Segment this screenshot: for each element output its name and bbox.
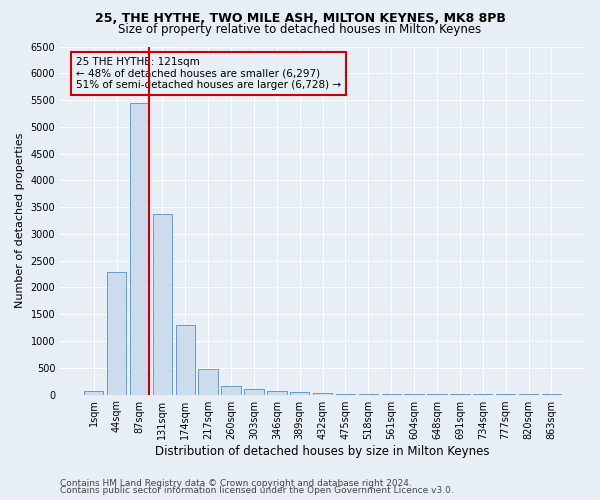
- Bar: [290, 392, 310, 394]
- Text: Contains HM Land Registry data © Crown copyright and database right 2024.: Contains HM Land Registry data © Crown c…: [60, 478, 412, 488]
- Bar: [152, 214, 172, 394]
- Bar: [199, 369, 218, 394]
- Bar: [313, 393, 332, 394]
- Bar: [84, 392, 103, 394]
- X-axis label: Distribution of detached houses by size in Milton Keynes: Distribution of detached houses by size …: [155, 444, 490, 458]
- Bar: [130, 102, 149, 395]
- Text: 25 THE HYTHE: 121sqm
← 48% of detached houses are smaller (6,297)
51% of semi-de: 25 THE HYTHE: 121sqm ← 48% of detached h…: [76, 57, 341, 90]
- Text: Contains public sector information licensed under the Open Government Licence v3: Contains public sector information licen…: [60, 486, 454, 495]
- Y-axis label: Number of detached properties: Number of detached properties: [15, 133, 25, 308]
- Bar: [267, 391, 287, 394]
- Bar: [107, 272, 127, 394]
- Text: Size of property relative to detached houses in Milton Keynes: Size of property relative to detached ho…: [118, 22, 482, 36]
- Bar: [176, 325, 195, 394]
- Bar: [221, 386, 241, 394]
- Bar: [244, 389, 263, 394]
- Text: 25, THE HYTHE, TWO MILE ASH, MILTON KEYNES, MK8 8PB: 25, THE HYTHE, TWO MILE ASH, MILTON KEYN…: [95, 12, 505, 26]
